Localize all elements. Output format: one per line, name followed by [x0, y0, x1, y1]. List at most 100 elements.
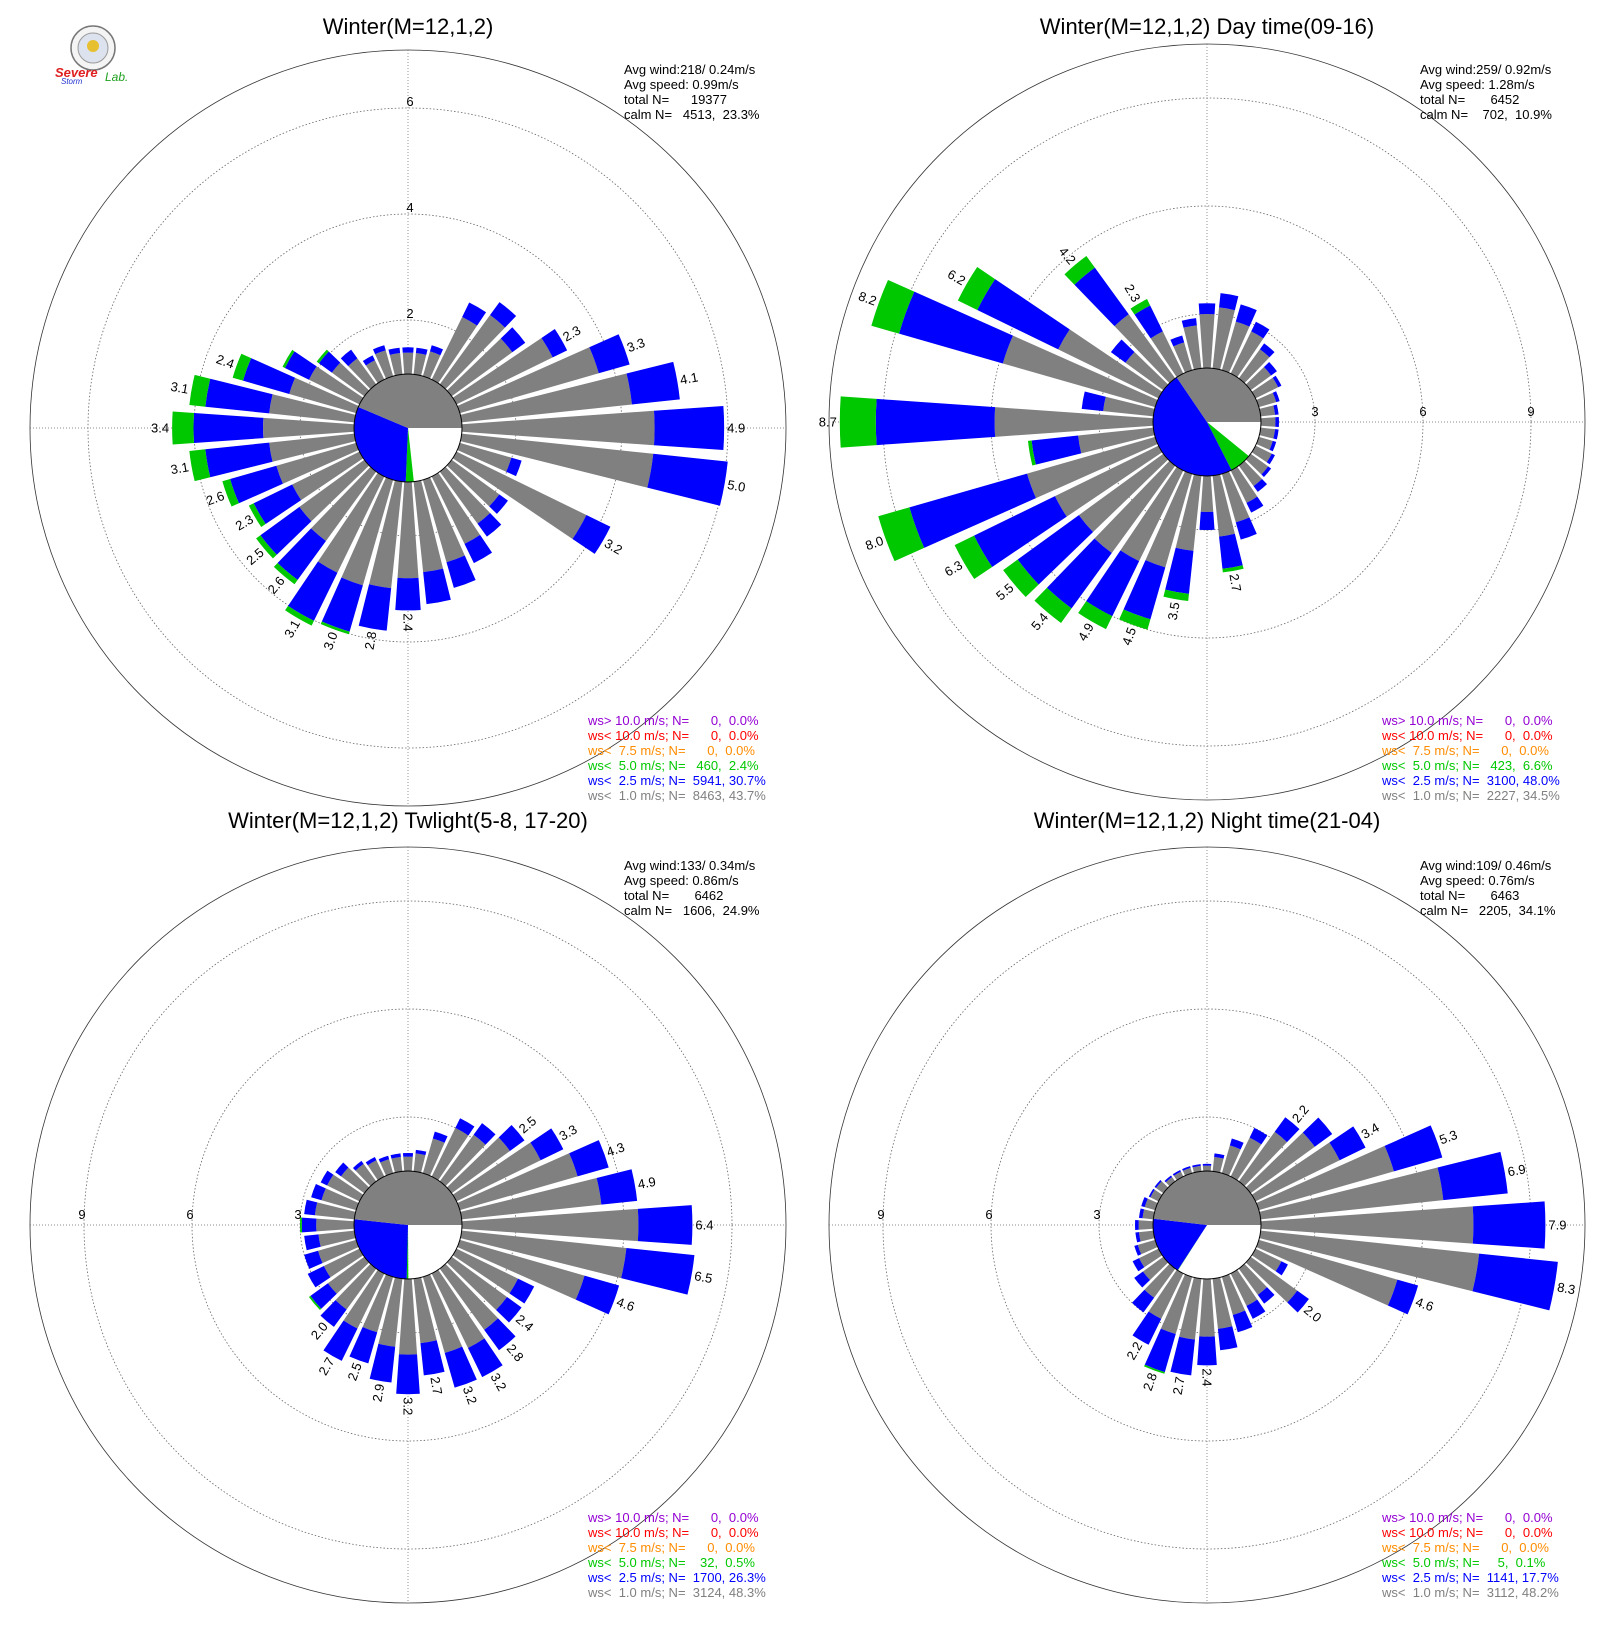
- bar-segment-lt1: [1251, 1248, 1282, 1272]
- bar-segment-lt1: [398, 1278, 418, 1355]
- bar-segment-lt2_5: [484, 1318, 516, 1351]
- bar-segment-lt1: [1114, 314, 1176, 384]
- legend-entry: ws> 10.0 m/s; N= 0, 0.0%: [1381, 1510, 1553, 1525]
- bar-value-label: 5.3: [1437, 1127, 1459, 1147]
- bar-value-label: 2.7: [427, 1376, 445, 1396]
- logo-text-storm: Storm: [61, 77, 83, 86]
- bar-segment-lt1: [457, 442, 512, 472]
- bar-segment-lt5: [256, 535, 277, 559]
- bar-segment-lt2_5: [1249, 1127, 1268, 1145]
- bar-value-label: 2.0: [308, 1319, 331, 1342]
- bar-value-label: 2.7: [1226, 573, 1244, 593]
- bar-segment-lt1: [1256, 392, 1277, 408]
- stats-line: Avg speed: 0.99m/s: [624, 77, 739, 92]
- bar-segment-lt2_5: [496, 1296, 522, 1323]
- bar-value-label: 2.2: [1289, 1102, 1312, 1125]
- bar-segment-lt2_5: [1269, 440, 1277, 452]
- bar-segment-lt2_5: [541, 328, 568, 358]
- legend-entry: ws< 7.5 m/s; N= 0, 0.0%: [1381, 1540, 1549, 1555]
- bar-segment-lt2_5: [1135, 1219, 1139, 1231]
- bar-segment-lt2_5: [1144, 1328, 1176, 1373]
- bar-segment-lt2_5: [1170, 335, 1185, 347]
- bar-segment-lt2_5: [626, 361, 680, 405]
- bar-value-label: 8.7: [819, 415, 837, 430]
- bar-segment-lt2_5: [260, 506, 312, 555]
- bar-segment-lt1: [378, 1277, 403, 1347]
- bar-value-label: 2.4: [214, 351, 236, 371]
- bar-segment-lt1: [402, 352, 414, 375]
- bar-segment-lt2_5: [1246, 1299, 1266, 1319]
- bar-segment-lt1: [431, 1269, 485, 1348]
- bar-segment-lt2_5: [1274, 1117, 1300, 1143]
- bar-segment-lt1: [1256, 1239, 1398, 1306]
- stats-line: calm N= 2205, 34.1%: [1420, 903, 1556, 918]
- bar-segment-lt1: [1078, 453, 1169, 533]
- bar-segment-lt2_5: [395, 577, 421, 611]
- bar-segment-lt2_5: [318, 351, 341, 373]
- windrose-panel-3: 3 6 9 2.5 3.3 4.3 4.9 6.4 6.5 4.6 2.4 2.8 3.2 3.2 2.7 3…: [29, 808, 787, 1604]
- bar-segment-lt1: [439, 466, 491, 524]
- bar-segment-lt2_5: [304, 1199, 318, 1216]
- bar-segment-lt1: [422, 1274, 463, 1354]
- bar-value-label: 8.3: [1556, 1279, 1576, 1297]
- bar-segment-lt2_5: [1046, 538, 1112, 609]
- bar-segment-lt1: [343, 1269, 385, 1329]
- bar-segment-lt1: [1221, 1145, 1241, 1176]
- bar-segment-lt1: [1192, 1165, 1202, 1173]
- ring-label: 6: [406, 94, 413, 109]
- bar-segment-lt1: [314, 1202, 356, 1220]
- ring-label: 3: [1311, 404, 1318, 419]
- bar-segment-lt1: [1212, 1277, 1233, 1329]
- bar-segment-lt2_5: [420, 1340, 445, 1376]
- ring-label: 2: [406, 306, 413, 321]
- bar-segment-lt1: [1212, 307, 1235, 370]
- bar-segment-lt2_5: [1287, 1290, 1309, 1313]
- bar-segment-lt2_5: [1246, 496, 1264, 513]
- bar-segment-lt2_5: [1165, 547, 1194, 594]
- bar-value-label: 3.0: [320, 630, 340, 652]
- legend-entry: ws< 2.5 m/s; N= 5941, 30.7%: [587, 773, 766, 788]
- bar-segment-lt1: [413, 480, 444, 573]
- stats-line: calm N= 1606, 24.9%: [624, 903, 760, 918]
- bar-segment-lt2_5: [311, 1184, 326, 1201]
- bar-segment-lt5: [248, 503, 266, 528]
- bar-segment-lt2_5: [1257, 1287, 1275, 1304]
- bar-segment-lt2_5: [1192, 1164, 1201, 1168]
- legend-entry: ws< 2.5 m/s; N= 1141, 17.7%: [1381, 1570, 1559, 1585]
- bar-segment-lt2_5: [340, 349, 358, 367]
- bar-segment-lt1: [1142, 1209, 1155, 1220]
- bar-segment-lt2_5: [1031, 435, 1082, 465]
- bar-segment-lt5: [1163, 589, 1189, 602]
- bar-segment-lt2_5: [1263, 361, 1277, 376]
- bar-segment-lt2_5: [1134, 1271, 1151, 1288]
- bar-segment-lt5: [316, 349, 329, 364]
- bar-value-label: 2.2: [1123, 1339, 1145, 1362]
- bar-value-label: 3.2: [401, 1397, 416, 1415]
- bar-segment-lt2_5: [1437, 1151, 1508, 1201]
- bar-segment-lt2_5: [1132, 1258, 1145, 1272]
- bar-segment-lt2_5: [1138, 1208, 1145, 1219]
- bar-segment-lt2_5: [304, 1250, 323, 1269]
- bar-segment-lt5: [282, 349, 295, 368]
- calm-pie-lt5: [1207, 422, 1249, 471]
- bar-segment-lt1: [397, 481, 419, 579]
- bar-segment-lt1: [327, 1174, 364, 1202]
- bar-segment-lt5: [871, 279, 915, 334]
- bar-value-label: 2.5: [243, 545, 266, 568]
- stats-line: calm N= 702, 10.9%: [1420, 107, 1552, 122]
- ring-label: 6: [1419, 404, 1426, 419]
- calm-pie-calm: [1207, 422, 1261, 457]
- bar-value-label: 2.6: [265, 573, 288, 596]
- bar-segment-lt2_5: [1134, 305, 1163, 339]
- calm-pie-lt1: [354, 1171, 462, 1225]
- bar-segment-lt5: [1144, 1364, 1165, 1374]
- ring-label: 9: [1527, 404, 1534, 419]
- bar-segment-lt2_5: [1273, 404, 1279, 415]
- bar-value-label: 5.0: [726, 477, 746, 495]
- bar-segment-lt2_5: [1081, 391, 1106, 412]
- bar-segment-lt1: [1094, 460, 1176, 554]
- bar-segment-lt1: [1078, 427, 1155, 454]
- bar-segment-lt1: [1260, 417, 1276, 427]
- bar-segment-lt2_5: [205, 378, 273, 414]
- legend-entry: ws> 10.0 m/s; N= 0, 0.0%: [587, 1510, 759, 1525]
